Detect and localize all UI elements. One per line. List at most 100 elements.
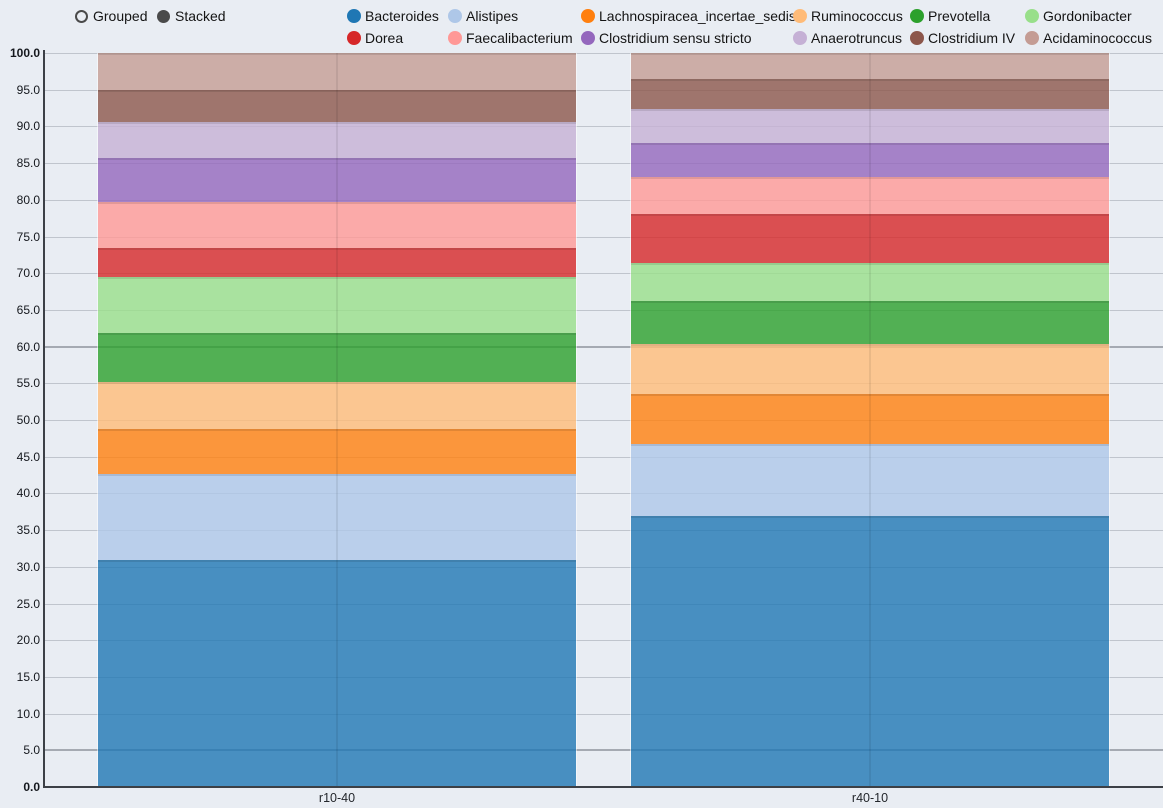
gridline (44, 273, 1163, 275)
y-axis-tick-label: 45.0 (16, 449, 40, 464)
legend-item-bacteroides: Bacteroides (347, 7, 439, 25)
stacked-bar-r40-10 (630, 53, 1110, 787)
y-axis-tick-label: 80.0 (16, 192, 40, 207)
y-axis-tick-label: 35.0 (16, 523, 40, 538)
legend-item-dorea: Dorea (347, 29, 403, 47)
bar-segment-bacteroides (631, 516, 1109, 787)
bar-segment-ruminococcus (98, 381, 576, 429)
bar-segment-prevotella (98, 333, 576, 382)
bar-segment-gordonibacter (631, 262, 1109, 302)
y-axis-tick-label: 85.0 (16, 156, 40, 171)
legend-item-clostridium-sensu-stricto: Clostridium sensu stricto (581, 29, 752, 47)
bar-segment-acidaminococcus (631, 53, 1109, 79)
legend-item-label: Acidaminococcus (1043, 30, 1152, 46)
gridline (44, 309, 1163, 311)
chart-toolbar: Grouped Stacked Bacteroides Alistipes Lach… (0, 0, 1163, 50)
gridline (44, 383, 1163, 385)
bar-center-seam (869, 53, 871, 787)
y-axis-tick-label: 55.0 (16, 376, 40, 391)
y-axis-tick-label: 95.0 (16, 82, 40, 97)
x-axis-tick-label: r10-40 (318, 791, 356, 805)
radio-stacked[interactable]: Stacked (157, 7, 226, 25)
bar-segment-prevotella (631, 301, 1109, 345)
bar-segment-alistipes (631, 443, 1109, 517)
gridline (44, 89, 1163, 91)
y-axis-line (43, 50, 45, 788)
legend-item-acidaminococcus: Acidaminococcus (1025, 29, 1152, 47)
y-axis-tick-label: 90.0 (16, 119, 40, 134)
gridline (44, 640, 1163, 642)
gridline (44, 53, 1163, 54)
bar-segment-clostridium-iv (631, 78, 1109, 109)
bar-segment-faecalibacterium (98, 202, 576, 248)
legend-item-clostridium-iv: Clostridium IV (910, 29, 1015, 47)
bar-segment-ruminococcus (631, 344, 1109, 394)
gridline (44, 236, 1163, 238)
gridline (44, 713, 1163, 715)
legend-item-label: Dorea (365, 30, 404, 46)
legend-item-label: Clostridium IV (928, 30, 1016, 46)
bar-segment-dorea (98, 247, 576, 277)
gridline (44, 456, 1163, 458)
legend-item-label: Bacteroides (365, 8, 439, 24)
y-axis-tick-label: 40.0 (16, 486, 40, 501)
gridline (44, 530, 1163, 532)
legend-item-label: Lachnospiracea_incertae_sedis (599, 8, 796, 24)
stacked-bar-r10-40 (97, 53, 577, 787)
y-axis-tick-label: 70.0 (16, 266, 40, 281)
legend-item-label: Faecalibacterium (466, 30, 573, 46)
x-axis-line (43, 786, 1163, 788)
y-axis-tick-label: 50.0 (16, 413, 40, 427)
legend-item-prevotella: Prevotella (910, 7, 990, 25)
legend-item-label: Anaerotruncus (811, 30, 903, 46)
bar-segment-faecalibacterium (631, 177, 1109, 214)
legend-dot-icon (581, 31, 595, 45)
legend-item-faecalibacterium: Faecalibacterium (448, 29, 573, 47)
gridline (44, 676, 1163, 678)
legend-item-label: Clostridium sensu stricto (599, 30, 752, 46)
legend-dot-icon (347, 9, 361, 23)
legend-item-label: Ruminococcus (811, 8, 903, 24)
legend-item-gordonibacter: Gordonibacter (1025, 7, 1132, 25)
y-axis-tick-label: 5.0 (23, 743, 40, 758)
bar-segment-dorea (631, 213, 1109, 263)
gridline (44, 566, 1163, 568)
y-axis-tick-label: 10.0 (16, 706, 40, 721)
legend-item-label: Prevotella (928, 8, 991, 24)
legend-item-lachnospiracea-incertae-sedis: Lachnospiracea_incertae_sedis (581, 7, 796, 25)
gridline (44, 126, 1163, 128)
legend-dot-icon (910, 31, 924, 45)
legend-dot-icon (448, 31, 462, 45)
legend-item-label: Alistipes (466, 8, 519, 24)
legend-dot-icon (793, 9, 807, 23)
y-axis-tick-label: 25.0 (16, 596, 40, 611)
gridline (44, 163, 1163, 165)
radio-circle-icon (157, 9, 170, 23)
legend-dot-icon (793, 31, 807, 45)
gridline (44, 493, 1163, 495)
gridline (44, 749, 1163, 752)
legend-dot-icon (1025, 9, 1039, 23)
bar-segment-anaerotruncus (631, 108, 1109, 144)
bar-segment-clostridium-iv (98, 90, 576, 122)
gridline (44, 420, 1163, 421)
gridline (44, 345, 1163, 348)
bar-segment-lachnospiracea-incertae-sedis (98, 428, 576, 474)
y-axis-tick-label: 60.0 (16, 339, 40, 354)
x-axis-tick-label: r40-10 (851, 791, 889, 805)
legend-dot-icon (910, 9, 924, 23)
y-axis-tick-label: 20.0 (16, 633, 40, 648)
bar-center-seam (336, 53, 338, 787)
legend-item-alistipes: Alistipes (448, 7, 518, 25)
radio-grouped[interactable]: Grouped (75, 7, 147, 25)
legend-item-anaerotruncus: Anaerotruncus (793, 29, 902, 47)
y-axis-tick-label: 100.0 (9, 46, 40, 60)
y-axis-tick-label: 0.0 (23, 780, 40, 794)
legend-dot-icon (581, 9, 595, 23)
radio-stacked-label: Stacked (175, 8, 226, 24)
gridline (44, 603, 1163, 605)
bar-segment-clostridium-sensu-stricto (631, 143, 1109, 178)
bar-segment-acidaminococcus (98, 53, 576, 91)
